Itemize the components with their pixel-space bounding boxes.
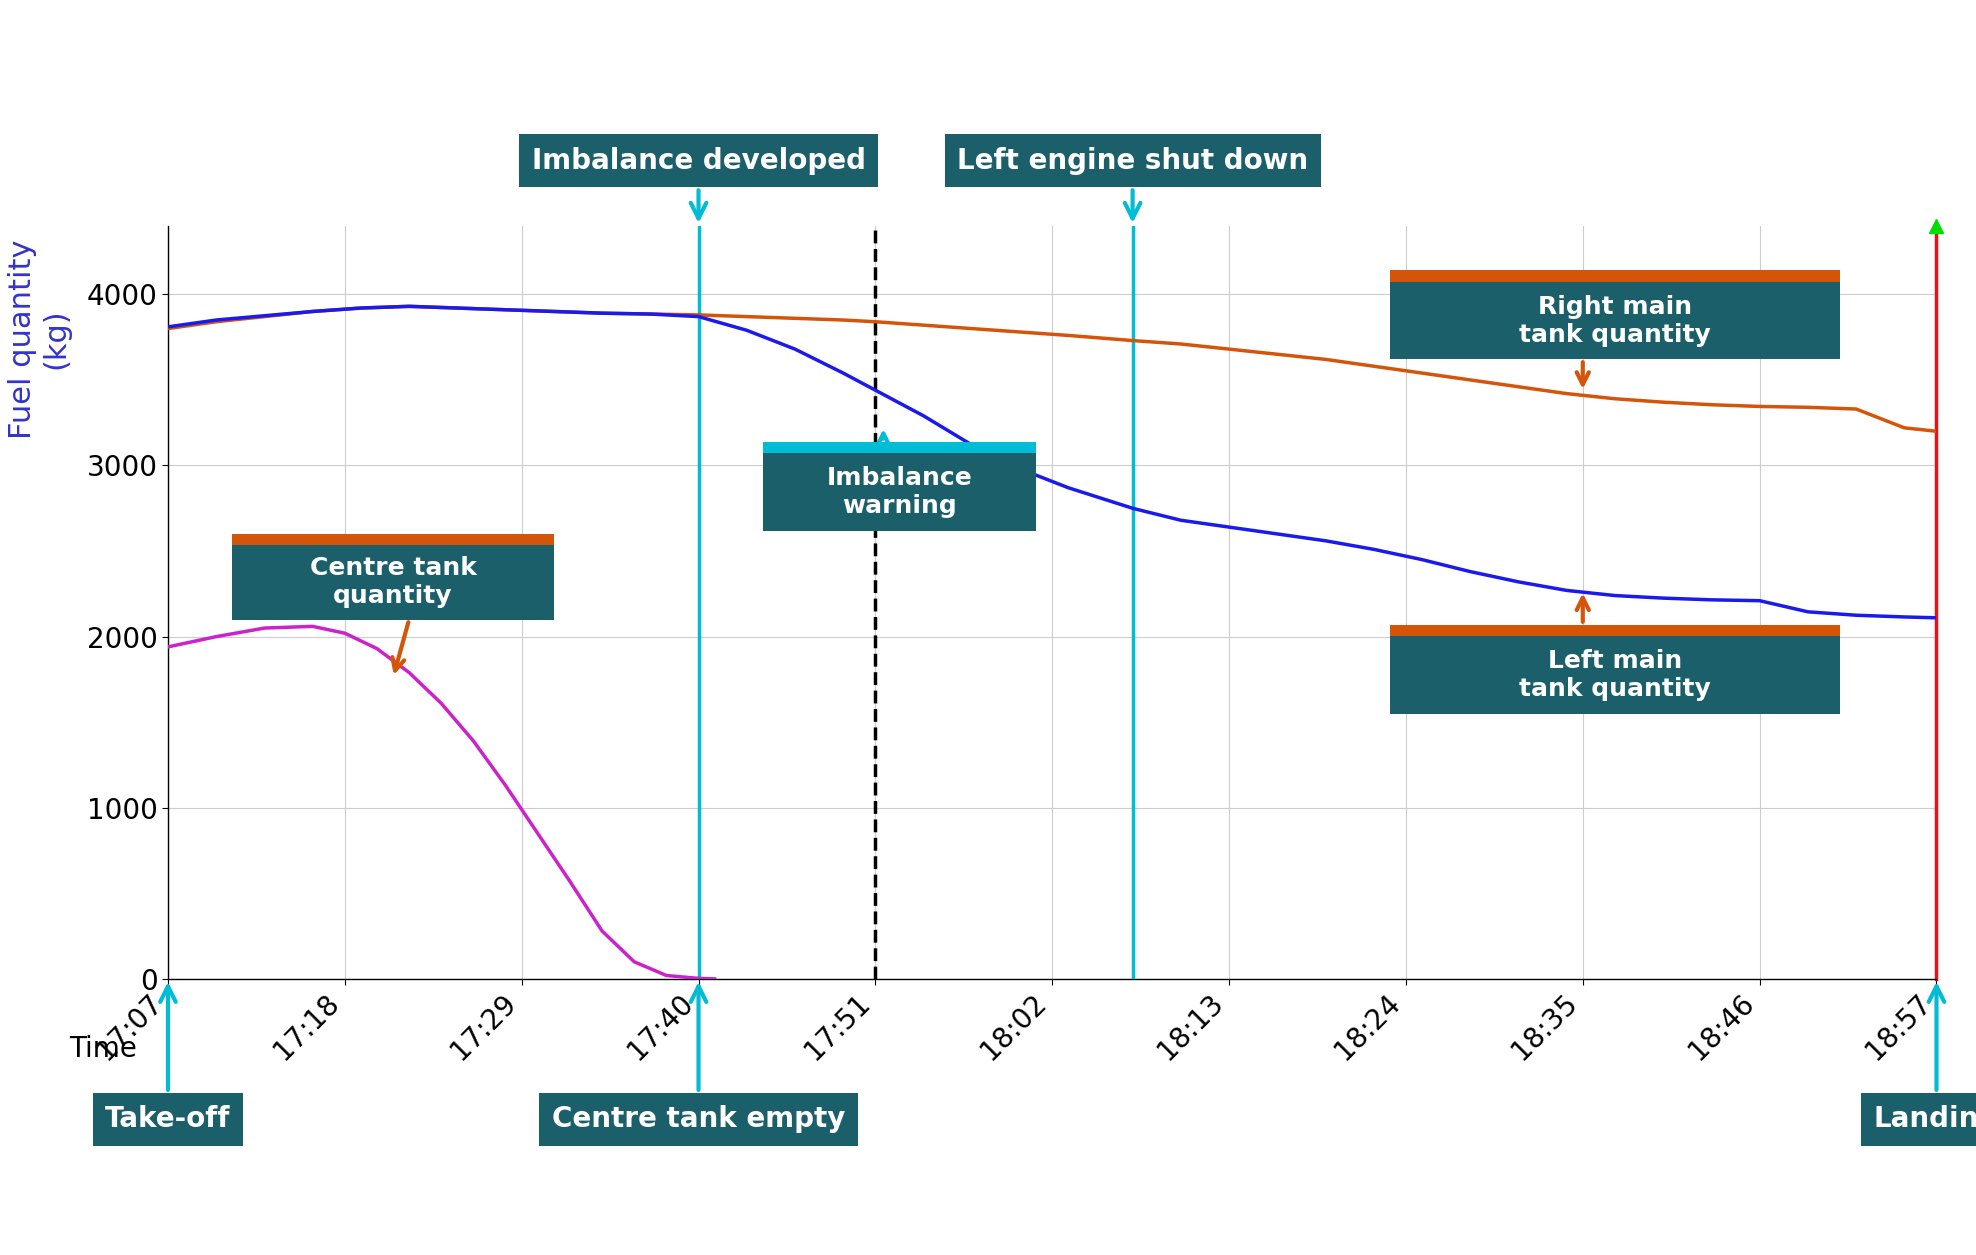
Text: Imbalance developed: Imbalance developed	[532, 147, 865, 218]
FancyBboxPatch shape	[1389, 270, 1840, 282]
Text: Landing: Landing	[1873, 986, 1976, 1133]
Text: Take-off: Take-off	[105, 986, 231, 1133]
Text: Left engine shut down: Left engine shut down	[956, 147, 1308, 218]
Text: Imbalance
warning: Imbalance warning	[826, 466, 972, 518]
FancyBboxPatch shape	[763, 442, 1035, 453]
FancyBboxPatch shape	[1389, 625, 1840, 714]
FancyBboxPatch shape	[763, 442, 1035, 531]
FancyBboxPatch shape	[1389, 625, 1840, 636]
FancyBboxPatch shape	[1389, 270, 1840, 359]
Y-axis label: Fuel quantity
(kg): Fuel quantity (kg)	[8, 240, 71, 438]
FancyBboxPatch shape	[233, 533, 553, 620]
Text: Centre tank empty: Centre tank empty	[551, 986, 846, 1133]
Text: Left main
tank quantity: Left main tank quantity	[1520, 649, 1711, 700]
Text: Time: Time	[69, 1035, 136, 1063]
FancyBboxPatch shape	[233, 533, 553, 545]
Text: Right main
tank quantity: Right main tank quantity	[1520, 295, 1711, 346]
Text: Centre tank
quantity: Centre tank quantity	[310, 556, 476, 609]
